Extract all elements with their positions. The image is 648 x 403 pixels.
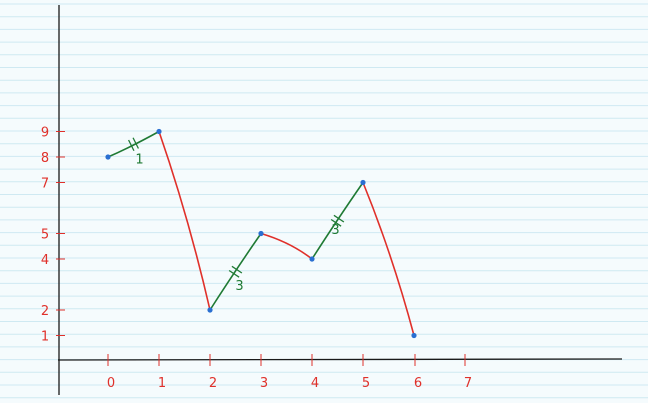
tick-mark bbox=[330, 218, 342, 227]
x-tick-label: 4 bbox=[311, 376, 319, 391]
segment-annotations: 1 3 3 bbox=[127, 137, 345, 294]
y-tick-label: 4 bbox=[41, 253, 49, 268]
data-point bbox=[360, 179, 366, 186]
data-point bbox=[309, 256, 315, 262]
y-tick-label: 5 bbox=[41, 228, 49, 243]
x-axis-line bbox=[57, 358, 623, 361]
data-point bbox=[258, 230, 264, 237]
data-point bbox=[105, 154, 111, 160]
x-axis-ticks: 0 1 2 3 4 5 6 7 bbox=[107, 354, 472, 391]
tick-mark bbox=[228, 269, 240, 278]
x-tick-label: 3 bbox=[260, 376, 268, 391]
y-tick-label: 9 bbox=[41, 126, 49, 141]
tick-mark bbox=[132, 137, 140, 149]
data-point bbox=[156, 128, 162, 135]
slope-label: 1 bbox=[135, 152, 143, 167]
y-tick-label: 8 bbox=[41, 151, 49, 166]
tick-mark bbox=[333, 214, 345, 223]
x-tick-label: 5 bbox=[362, 376, 370, 391]
data-point bbox=[411, 332, 417, 339]
ruled-paper-lines bbox=[0, 3, 648, 399]
falling-segment bbox=[260, 232, 313, 260]
tick-mark bbox=[231, 265, 243, 274]
x-tick-label: 6 bbox=[414, 376, 422, 391]
rising-segment bbox=[311, 181, 364, 260]
data-points bbox=[105, 128, 417, 339]
x-tick-label: 1 bbox=[158, 376, 166, 391]
y-tick-label: 7 bbox=[41, 177, 49, 192]
slope-label: 3 bbox=[331, 223, 339, 238]
slope-label: 3 bbox=[235, 279, 243, 294]
y-tick-label: 2 bbox=[41, 304, 49, 319]
x-tick-label: 2 bbox=[209, 376, 217, 391]
x-tick-label: 7 bbox=[464, 376, 472, 391]
tick-mark bbox=[127, 139, 135, 152]
falling-segment bbox=[158, 130, 211, 311]
rising-segment bbox=[107, 130, 160, 158]
x-tick-label: 0 bbox=[107, 376, 115, 391]
falling-segment bbox=[362, 181, 415, 337]
data-point bbox=[207, 307, 213, 313]
axes bbox=[57, 5, 623, 395]
y-tick-label: 1 bbox=[41, 330, 49, 345]
y-axis-ticks: 1 2 4 5 7 8 9 bbox=[41, 126, 65, 345]
